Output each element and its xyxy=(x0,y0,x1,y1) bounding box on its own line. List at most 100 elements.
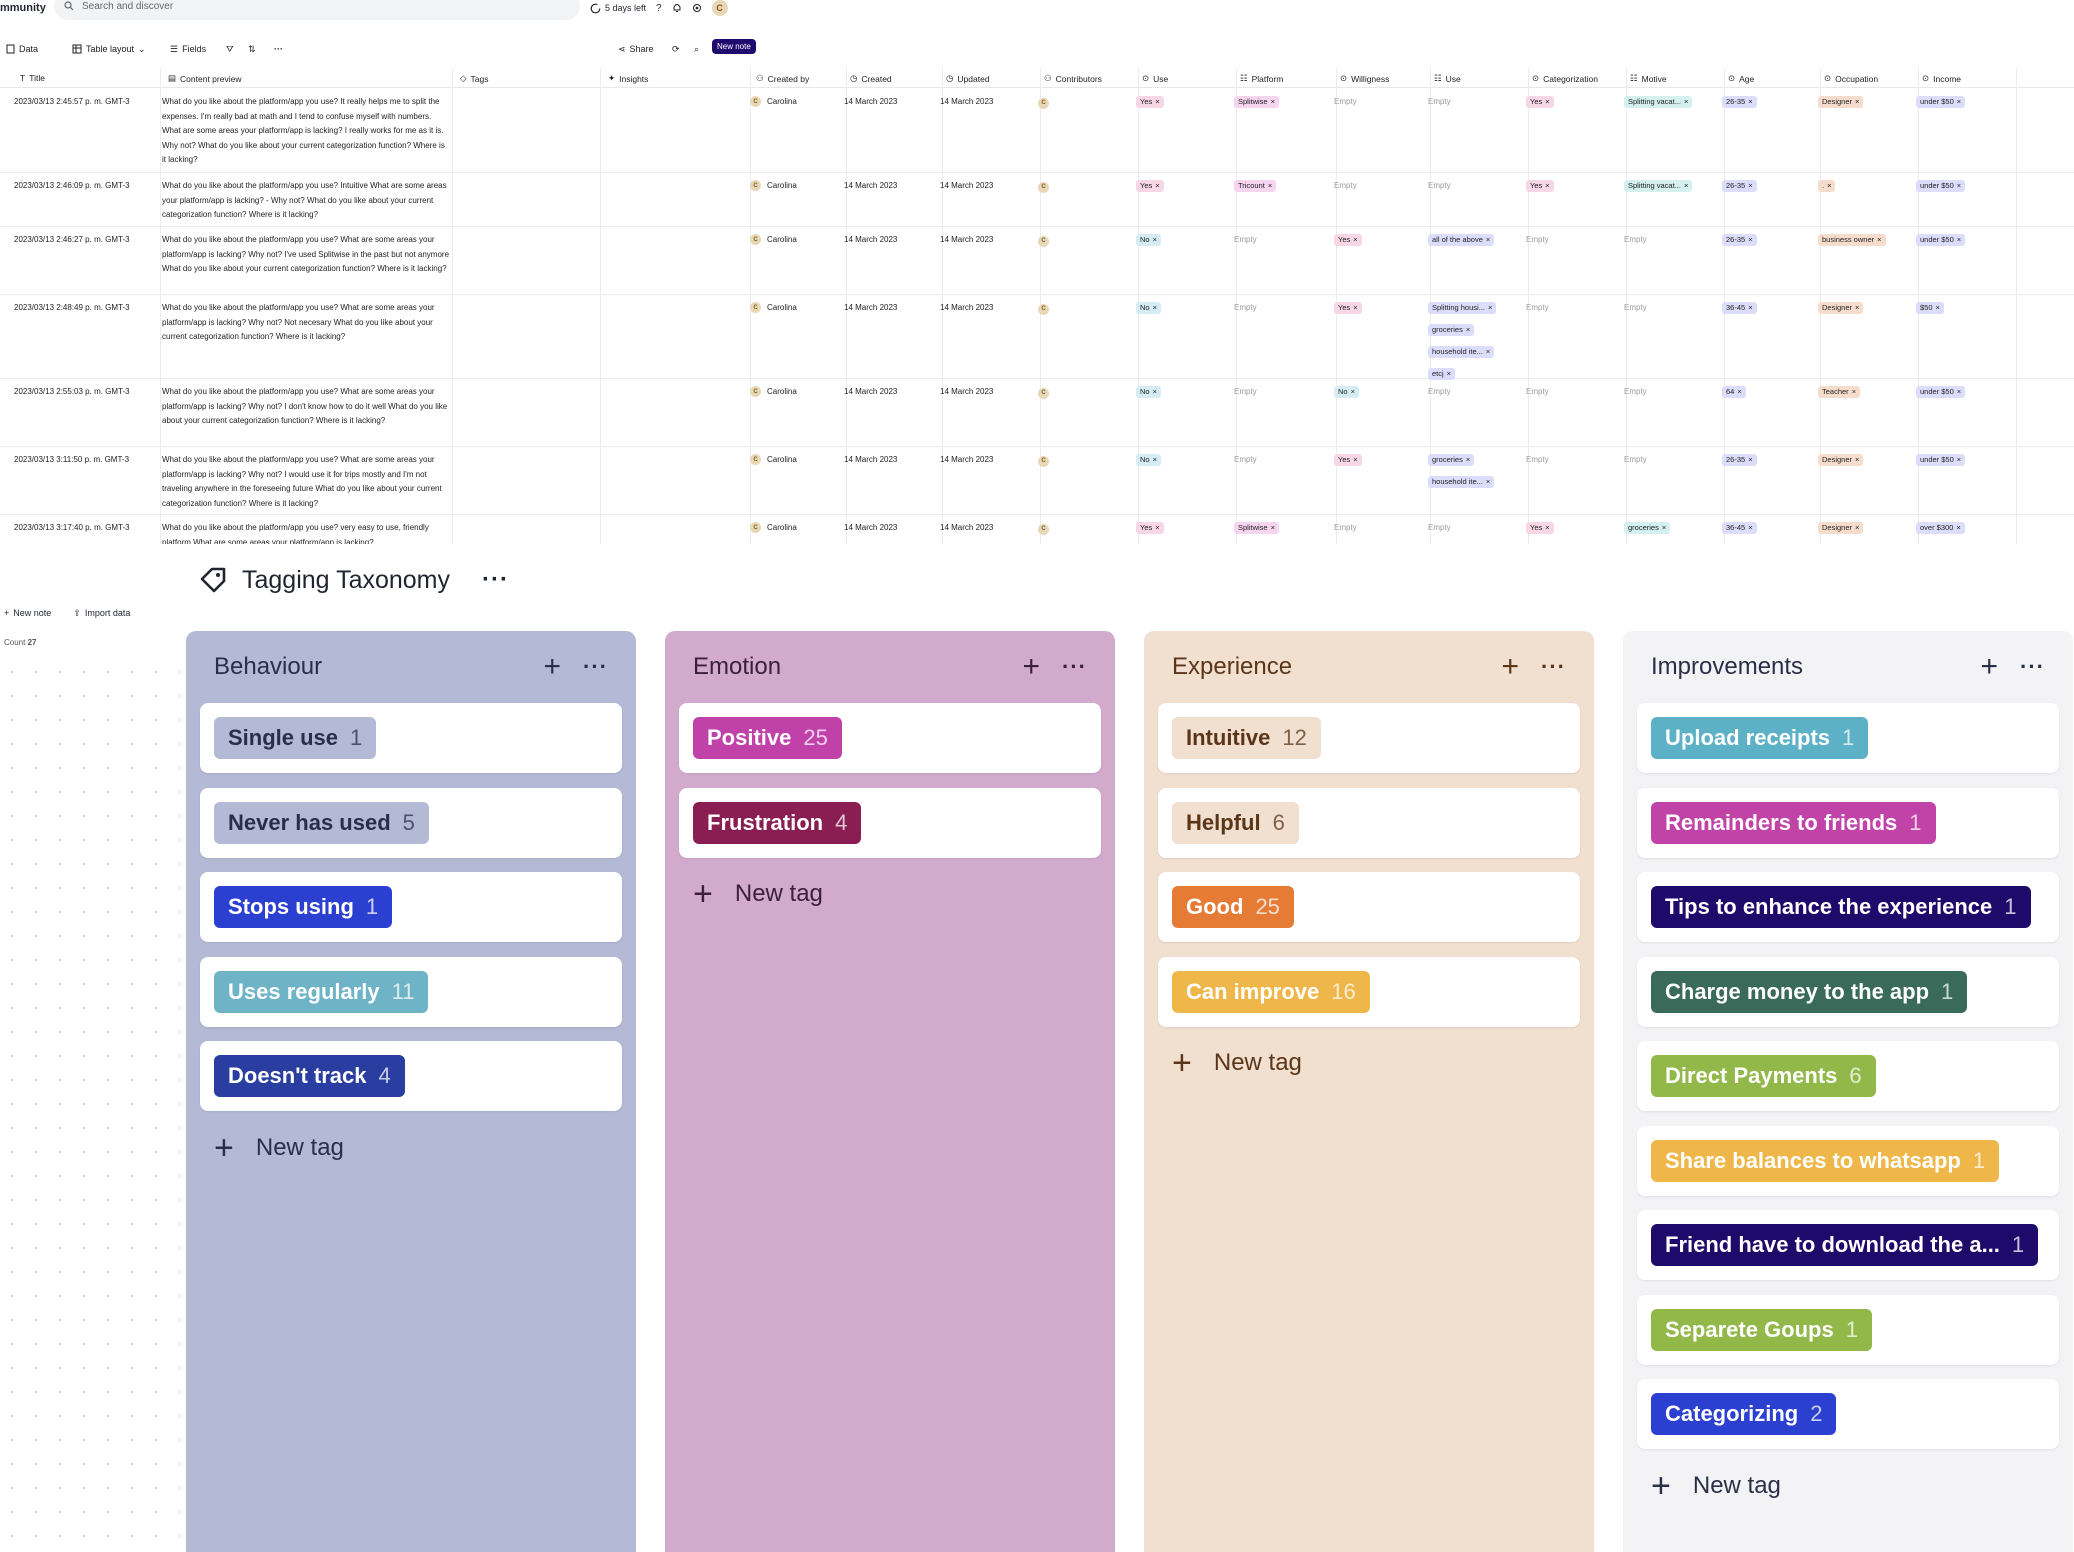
table-row[interactable]: 2023/03/13 3:17:40 p. m. GMT-3 What do yo… xyxy=(0,515,2074,544)
column-header-categorization[interactable]: ⊙ Categorization xyxy=(1532,73,1598,84)
use-type-chip[interactable]: etcj × xyxy=(1428,368,1456,380)
motive-chip[interactable]: groceries × xyxy=(1624,522,1671,534)
willingness-chip[interactable]: Yes × xyxy=(1334,234,1362,246)
tag-chip[interactable]: Never has used 5 xyxy=(214,801,429,844)
tag-chip[interactable]: Share balances to whatsapp 1 xyxy=(1651,1139,2000,1182)
tag-card[interactable]: Intuitive 12 xyxy=(1158,703,1580,773)
tag-card[interactable]: Positive 25 xyxy=(679,703,1101,773)
add-tag-icon[interactable]: + xyxy=(1501,650,1520,683)
tag-card[interactable]: Helpful 6 xyxy=(1158,787,1580,858)
age-chip[interactable]: 26-35 × xyxy=(1722,96,1757,108)
tag-card[interactable]: Uses regularly 11 xyxy=(200,956,622,1027)
occupation-chip[interactable]: Teacher × xyxy=(1818,386,1861,398)
income-chip[interactable]: under $50 × xyxy=(1916,234,1966,246)
user-avatar[interactable]: C xyxy=(711,0,728,16)
new-tag-button[interactable]: + New tag xyxy=(679,866,1101,922)
remove-chip-icon[interactable]: × xyxy=(1155,181,1160,190)
tag-card[interactable]: Frustration 4 xyxy=(679,787,1101,858)
use-chip[interactable]: No × xyxy=(1136,386,1161,398)
remove-chip-icon[interactable]: × xyxy=(1748,97,1753,106)
remove-chip-icon[interactable]: × xyxy=(1353,303,1358,312)
income-chip[interactable]: over $300 × xyxy=(1916,522,1965,534)
willingness-chip[interactable]: No × xyxy=(1334,386,1359,398)
use-chip[interactable]: No × xyxy=(1136,234,1161,246)
use-type-chip[interactable]: household ite... × xyxy=(1428,346,1495,358)
tag-chip[interactable]: Doesn't track 4 xyxy=(214,1055,405,1097)
motive-chip[interactable]: Splitting vacat... × xyxy=(1624,180,1693,192)
remove-chip-icon[interactable]: × xyxy=(1267,181,1273,190)
new-note-button[interactable]: New note xyxy=(712,39,756,54)
tag-chip[interactable]: Intuitive 12 xyxy=(1172,717,1321,759)
remove-chip-icon[interactable]: × xyxy=(1485,477,1491,486)
remove-chip-icon[interactable]: × xyxy=(1270,97,1275,106)
tag-card[interactable]: Separete Goups 1 xyxy=(1637,1294,2059,1365)
layout-dropdown[interactable]: Table layout ⌄ xyxy=(72,44,146,55)
income-chip[interactable]: under $50 × xyxy=(1916,180,1966,192)
categorization-chip[interactable]: Yes × xyxy=(1526,180,1554,192)
filter-icon[interactable]: ⛛ xyxy=(226,43,234,54)
more-icon[interactable]: ··· xyxy=(274,44,283,54)
column-more-icon[interactable]: ··· xyxy=(1541,654,1566,679)
column-more-icon[interactable]: ··· xyxy=(2020,654,2045,679)
tag-card[interactable]: Remainders to friends 1 xyxy=(1637,787,2059,858)
remove-chip-icon[interactable]: × xyxy=(1152,387,1157,396)
occupation-chip[interactable]: Designer × xyxy=(1818,522,1864,534)
column-header-willigness[interactable]: ⊙ Willigness xyxy=(1340,73,1389,84)
remove-chip-icon[interactable]: × xyxy=(1851,387,1857,396)
trial-indicator[interactable]: 5 days left xyxy=(590,3,646,14)
remove-chip-icon[interactable]: × xyxy=(1487,303,1493,312)
column-more-icon[interactable]: ··· xyxy=(583,654,608,679)
column-header-age[interactable]: ⊙ Age xyxy=(1728,73,1754,84)
tag-card[interactable]: Doesn't track 4 xyxy=(200,1041,622,1111)
column-header-content-preview[interactable]: ▤ Content preview xyxy=(168,73,241,84)
remove-chip-icon[interactable]: × xyxy=(1446,369,1452,378)
remove-chip-icon[interactable]: × xyxy=(1956,181,1962,190)
remove-chip-icon[interactable]: × xyxy=(1877,235,1882,244)
tag-chip[interactable]: Separete Goups 1 xyxy=(1651,1308,1872,1351)
tag-card[interactable]: Upload receipts 1 xyxy=(1637,703,2059,773)
tag-chip[interactable]: Direct Payments 6 xyxy=(1651,1055,1876,1097)
bell-icon[interactable] xyxy=(672,3,682,13)
remove-chip-icon[interactable]: × xyxy=(1956,387,1962,396)
income-chip[interactable]: under $50 × xyxy=(1916,96,1966,108)
table-row[interactable]: 2023/03/13 2:46:09 p. m. GMT-3 What do yo… xyxy=(0,173,2074,227)
tag-chip[interactable]: Positive 25 xyxy=(693,717,842,759)
remove-chip-icon[interactable]: × xyxy=(1353,455,1358,464)
tag-chip[interactable]: Good 25 xyxy=(1172,886,1294,928)
tag-chip[interactable]: Can improve 16 xyxy=(1172,970,1370,1013)
column-header-occupation[interactable]: ⊙ Occupation xyxy=(1824,73,1878,84)
add-tag-icon[interactable]: + xyxy=(1022,650,1041,683)
remove-chip-icon[interactable]: × xyxy=(1827,181,1832,190)
gear-icon[interactable] xyxy=(692,3,702,13)
column-header-created-by[interactable]: ⚇ Created by xyxy=(756,73,809,84)
use-type-chip[interactable]: all of the above × xyxy=(1428,234,1495,246)
remove-chip-icon[interactable]: × xyxy=(1353,235,1358,244)
tag-chip[interactable]: Uses regularly 11 xyxy=(214,970,429,1013)
income-chip[interactable]: $50 × xyxy=(1916,302,1944,314)
remove-chip-icon[interactable]: × xyxy=(1545,97,1550,106)
use-chip[interactable]: Yes × xyxy=(1136,96,1164,108)
tag-chip[interactable]: Frustration 4 xyxy=(693,801,862,844)
remove-chip-icon[interactable]: × xyxy=(1155,97,1160,106)
new-tag-button[interactable]: + New tag xyxy=(1158,1035,1580,1091)
occupation-chip[interactable]: Designer × xyxy=(1818,454,1864,466)
column-header-platform[interactable]: ☷ Platform xyxy=(1240,73,1283,84)
tag-chip[interactable]: Categorizing 2 xyxy=(1651,1393,1837,1435)
tag-chip[interactable]: Helpful 6 xyxy=(1172,801,1299,844)
tag-card[interactable]: Share balances to whatsapp 1 xyxy=(1637,1125,2059,1196)
remove-chip-icon[interactable]: × xyxy=(1956,97,1962,106)
tag-chip[interactable]: Remainders to friends 1 xyxy=(1651,801,1936,844)
column-header-title[interactable]: T Title xyxy=(20,73,45,83)
age-chip[interactable]: 26-35 × xyxy=(1722,234,1757,246)
age-chip[interactable]: 26-35 × xyxy=(1722,454,1757,466)
use-type-chip[interactable]: groceries × xyxy=(1428,454,1475,466)
tag-card[interactable]: Friend have to download the a... 1 xyxy=(1637,1210,2059,1280)
help-icon[interactable]: ? xyxy=(656,2,662,14)
use-type-chip[interactable]: Splitting housi... × xyxy=(1428,302,1497,314)
column-header-insights[interactable]: ✦ Insights xyxy=(608,73,648,84)
remove-chip-icon[interactable]: × xyxy=(1855,455,1860,464)
occupation-chip[interactable]: business owner × xyxy=(1818,234,1886,246)
income-chip[interactable]: under $50 × xyxy=(1916,454,1966,466)
sync-icon[interactable]: ⟳ xyxy=(672,43,680,54)
tag-chip[interactable]: Single use 1 xyxy=(214,717,377,759)
